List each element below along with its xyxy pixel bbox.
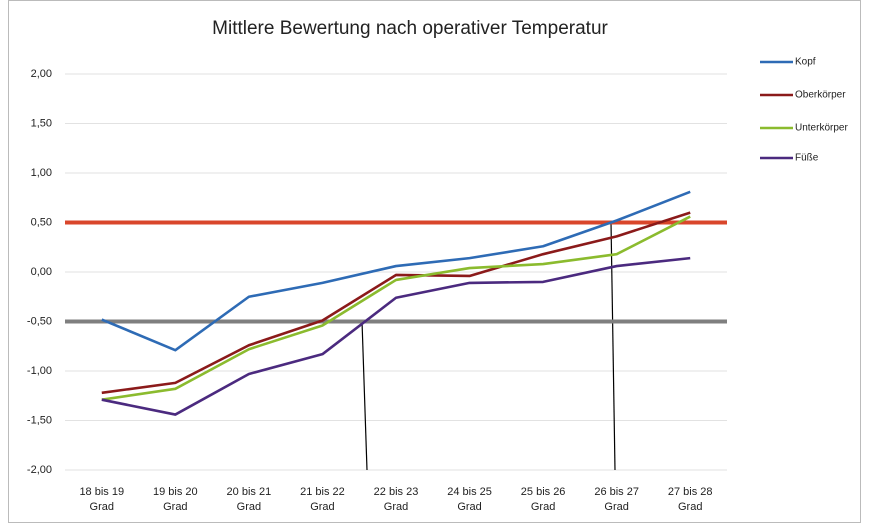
y-tick-label: -2,00 <box>27 464 52 476</box>
x-tick-label: 22 bis 23 Grad <box>373 486 419 513</box>
series-line <box>101 211 691 395</box>
frame <box>8 0 861 523</box>
x-tick-label: 20 bis 21 Grad <box>226 486 272 513</box>
legend-label: Unterkörper <box>795 123 848 134</box>
x-tick-label: 18 bis 19 Grad <box>79 486 125 513</box>
legend-label: Kopf <box>795 57 816 68</box>
y-tick-label: 0,50 <box>31 216 52 228</box>
legend-label: Oberkörper <box>795 90 846 101</box>
y-tick-label: -1,50 <box>27 414 52 426</box>
legend-label: Füße <box>795 153 819 164</box>
x-tick-label: 19 bis 20 Grad <box>153 486 198 513</box>
x-tick-label: 21 bis 22 Grad <box>300 486 345 513</box>
y-tick-label: -1,00 <box>27 365 52 377</box>
y-tick-label: 0,00 <box>31 266 52 278</box>
x-tick-label: 26 bis 27 Grad <box>594 486 639 513</box>
y-tick-label: 1,50 <box>31 117 52 129</box>
y-tick-label: -0,50 <box>27 315 52 327</box>
x-tick-label: 27 bis 28 Grad <box>667 486 713 513</box>
series-line <box>101 215 691 401</box>
chart-title: Mittlere Bewertung nach operativer Tempe… <box>212 18 608 39</box>
y-tick-label: 1,00 <box>31 167 52 179</box>
x-tick-label: 25 bis 26 Grad <box>520 486 566 513</box>
annotation-line <box>610 221 616 471</box>
y-tick-label: 2,00 <box>31 68 52 80</box>
series-line <box>101 190 691 352</box>
annotation-line <box>361 320 368 471</box>
series-line <box>101 256 691 416</box>
x-tick-label: 24 bis 25 Grad <box>447 486 492 513</box>
